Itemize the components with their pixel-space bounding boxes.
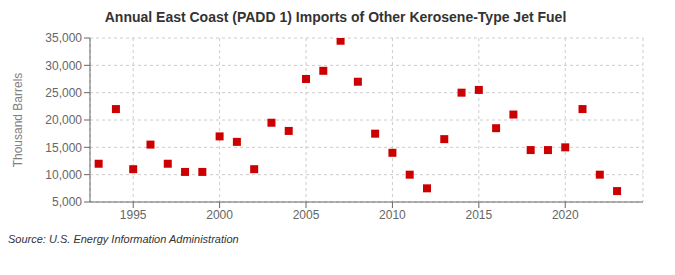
svg-text:2000: 2000 xyxy=(206,208,233,222)
svg-text:2005: 2005 xyxy=(293,208,320,222)
html-text:Annual East Coast (PADD 1) Imp: Annual East Coast (PADD 1) Imports of Ot… xyxy=(104,9,567,25)
svg-text:25,000: 25,000 xyxy=(45,86,82,100)
svg-text:2010: 2010 xyxy=(379,208,406,222)
html-text:Source: U.S. Energy Informatio: Source: U.S. Energy Information Administ… xyxy=(8,233,239,245)
svg-text:Thousand Barrels: Thousand Barrels xyxy=(11,73,25,168)
svg-text:15,000: 15,000 xyxy=(45,141,82,155)
svg-text:2015: 2015 xyxy=(465,208,492,222)
svg-text:35,000: 35,000 xyxy=(45,31,82,45)
svg-text:2020: 2020 xyxy=(552,208,579,222)
svg-text:1995: 1995 xyxy=(120,208,147,222)
svg-text:5,000: 5,000 xyxy=(52,195,82,209)
svg-text:10,000: 10,000 xyxy=(45,168,82,182)
svg-text:30,000: 30,000 xyxy=(45,59,82,73)
svg-text:20,000: 20,000 xyxy=(45,113,82,127)
